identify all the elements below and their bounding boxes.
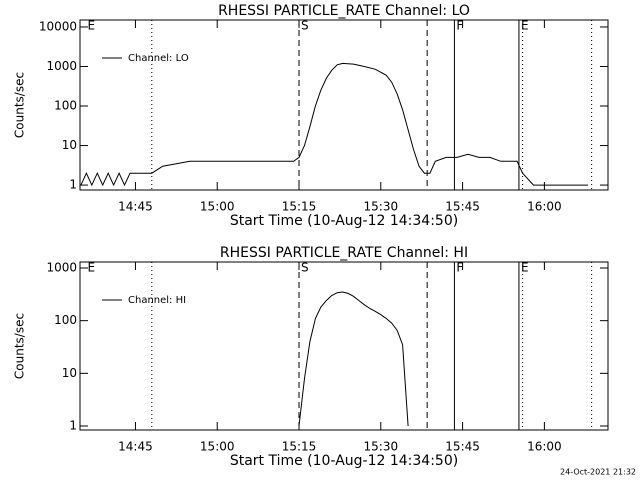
x-tick-label: 15:30 [364, 440, 399, 454]
x-tick-label: 14:45 [118, 440, 153, 454]
data-line [298, 291, 409, 427]
chart-title: RHESSI PARTICLE_RATE Channel: HI [220, 245, 468, 261]
x-tick-label: 16:00 [527, 200, 562, 214]
y-tick-label: 10 [62, 138, 77, 152]
x-tick-label: 15:15 [282, 440, 317, 454]
marker-label: E [87, 19, 95, 33]
x-tick-label: 15:30 [364, 200, 399, 214]
x-tick-label: 15:45 [445, 440, 480, 454]
y-tick-label: 1000 [46, 261, 77, 275]
y-axis-title: Counts/sec [13, 72, 27, 138]
x-tick-label: 15:00 [200, 440, 235, 454]
x-axis-title: Start Time (10-Aug-12 14:34:50) [230, 213, 458, 229]
marker-label: E [87, 261, 95, 275]
legend-label: Channel: HI [128, 295, 186, 306]
x-tick-label: 15:15 [282, 200, 317, 214]
legend-label: Channel: LO [128, 53, 189, 64]
marker-label: F [456, 19, 463, 33]
y-axis-title: Counts/sec [13, 313, 27, 379]
y-tick-label: 10 [62, 366, 77, 380]
y-tick-label: 100 [54, 99, 77, 113]
y-tick-label: 1 [69, 178, 77, 192]
marker-label: E [521, 19, 529, 33]
y-tick-label: 1000 [46, 59, 77, 73]
x-tick-label: 15:00 [200, 200, 235, 214]
chart-title: RHESSI PARTICLE_RATE Channel: LO [218, 3, 470, 19]
plot-frame [79, 19, 609, 191]
plot-frame [79, 261, 609, 431]
marker-label: F [456, 261, 463, 275]
x-axis-title: Start Time (10-Aug-12 14:34:50) [230, 453, 458, 469]
x-tick-label: 15:45 [445, 200, 480, 214]
data-line [80, 62, 588, 187]
timestamp: 24-Oct-2021 21:32 [560, 468, 636, 477]
y-tick-label: 100 [54, 313, 77, 327]
x-tick-label: 16:00 [527, 440, 562, 454]
marker-label: E [521, 261, 529, 275]
y-tick-label: 1 [69, 419, 77, 433]
y-tick-label: 10000 [39, 19, 77, 33]
x-tick-label: 14:45 [118, 200, 153, 214]
marker-label: S [301, 19, 309, 33]
marker-label: S [301, 261, 309, 275]
